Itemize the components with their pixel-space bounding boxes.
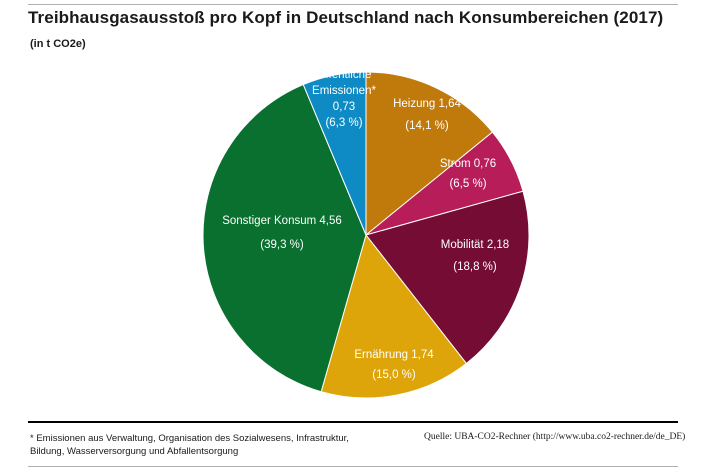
slice-label: Ernährung 1,74 (15,0 %) <box>354 349 434 381</box>
chart-unit: (in t CO2e) <box>30 38 86 50</box>
slice-label-line: Strom 0,76 <box>440 158 496 170</box>
bottom-rule <box>28 466 678 467</box>
slice-label-line: Sonstiger Konsum 4,56 <box>222 215 342 227</box>
pie-slice-ernährung <box>320 233 468 399</box>
slice-label-line: (6,5 %) <box>449 178 486 190</box>
top-rule <box>28 4 678 5</box>
slice-label-line: (6,3 %) <box>325 117 362 129</box>
pie-labels: Heizung 1,64 (14,1 %) Strom 0,76 (6,5 %) Mob… <box>222 69 509 381</box>
slice-label-line: Mobilität 2,18 <box>441 239 509 251</box>
slice-label: Sonstiger Konsum 4,56 (39,3 %) <box>222 215 342 251</box>
source-note: Quelle: UBA-CO2-Rechner (http://www.uba.… <box>424 432 686 442</box>
slice-label-line: Öffentliche <box>317 69 372 81</box>
slice-label-line: Emissionen* <box>312 85 376 97</box>
pie-slice-heizung <box>365 71 494 237</box>
slice-label-line: 0,73 <box>333 101 355 113</box>
slice-label: Mobilität 2,18 (18,8 %) <box>441 239 509 273</box>
slice-label-line: (39,3 %) <box>260 239 304 251</box>
slice-label-line: Heizung 1,64 <box>393 98 461 110</box>
slice-label: Öffentliche Emissionen* 0,73 (6,3 %) <box>312 69 376 129</box>
chart-title: Treibhausgasausstoß pro Kopf in Deutschl… <box>28 8 664 27</box>
pie-slice-sonstiger-konsum <box>202 83 367 393</box>
footnote: * Emissionen aus Verwaltung, Organisatio… <box>30 432 390 458</box>
slice-label-line: Ernährung 1,74 <box>354 349 434 361</box>
pie-slices <box>202 71 530 399</box>
slice-label: Strom 0,76 (6,5 %) <box>440 158 496 190</box>
slice-label-line: (14,1 %) <box>405 120 449 132</box>
pie-slice-öffentliche-emissionen <box>302 71 367 236</box>
footnote-line-2: Bildung, Wasserversorgung und Abfallents… <box>30 446 239 457</box>
slice-label-line: (18,8 %) <box>453 261 497 273</box>
pie-slice-mobilität <box>365 190 530 365</box>
footnote-line-1: * Emissionen aus Verwaltung, Organisatio… <box>30 433 349 444</box>
footer-rule <box>28 421 678 423</box>
slice-label-line: (15,0 %) <box>372 369 416 381</box>
slice-label: Heizung 1,64 (14,1 %) <box>393 98 461 132</box>
